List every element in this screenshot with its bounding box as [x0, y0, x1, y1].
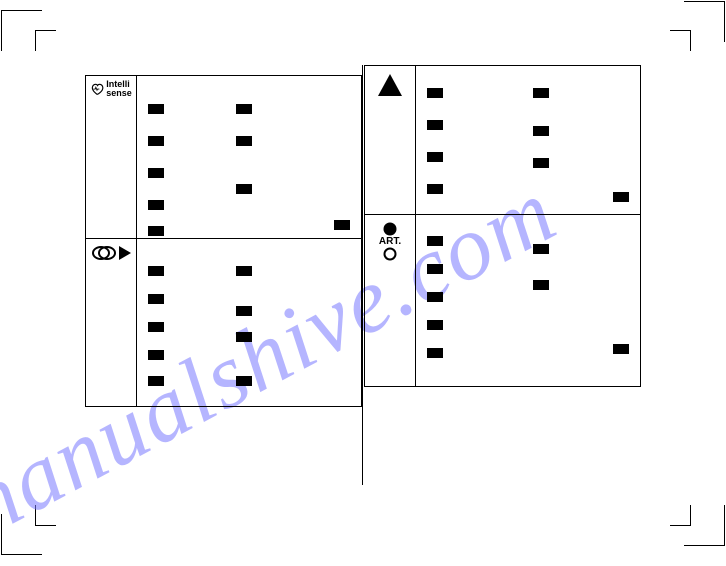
- text-block: [236, 332, 252, 342]
- text-block: [148, 350, 164, 360]
- crop-mark: [35, 505, 56, 526]
- col-divider: [415, 66, 416, 386]
- text-block: [236, 136, 252, 146]
- heart-icon: [90, 82, 104, 96]
- text-block: [236, 104, 252, 114]
- text-block: [427, 120, 443, 130]
- text-block: [236, 306, 252, 316]
- text-block: [148, 168, 164, 178]
- text-block: [427, 292, 443, 302]
- left-panel: Intelli sense: [85, 75, 362, 407]
- text-block: [427, 184, 443, 194]
- art-label: ART.: [379, 236, 401, 247]
- text-block: [148, 322, 164, 332]
- text-block: [236, 376, 252, 386]
- col-divider: [136, 76, 137, 406]
- text-block: [533, 88, 549, 98]
- text-block: [427, 236, 443, 246]
- text-block: [148, 376, 164, 386]
- right-panel: ART.: [364, 65, 641, 387]
- text-block: [334, 220, 350, 230]
- text-block: [427, 88, 443, 98]
- text-block: [148, 266, 164, 276]
- text-block: [533, 158, 549, 168]
- intellisense-line2: sense: [106, 89, 132, 98]
- row-divider: [365, 214, 640, 215]
- text-block: [148, 294, 164, 304]
- text-block: [236, 266, 252, 276]
- text-block: [613, 192, 629, 202]
- text-block: [427, 320, 443, 330]
- text-block: [236, 184, 252, 194]
- text-block: [533, 244, 549, 254]
- crop-mark: [670, 30, 691, 51]
- text-block: [533, 126, 549, 136]
- triangle-up-icon: [369, 74, 411, 96]
- text-block: [148, 226, 164, 236]
- intellisense-icon: Intelli sense: [90, 80, 132, 97]
- text-block: [427, 264, 443, 274]
- text-block: [533, 280, 549, 290]
- text-block: [613, 344, 629, 354]
- crop-mark: [35, 30, 56, 51]
- crop-mark: [670, 505, 691, 526]
- text-block: [148, 104, 164, 114]
- apply-icon: [90, 244, 132, 262]
- text-block: [148, 136, 164, 146]
- text-block: [427, 152, 443, 162]
- row-divider: [86, 238, 361, 239]
- text-block: [148, 200, 164, 210]
- page-fold-line: [362, 65, 363, 485]
- text-block: [427, 348, 443, 358]
- art-icon: ART.: [369, 222, 411, 261]
